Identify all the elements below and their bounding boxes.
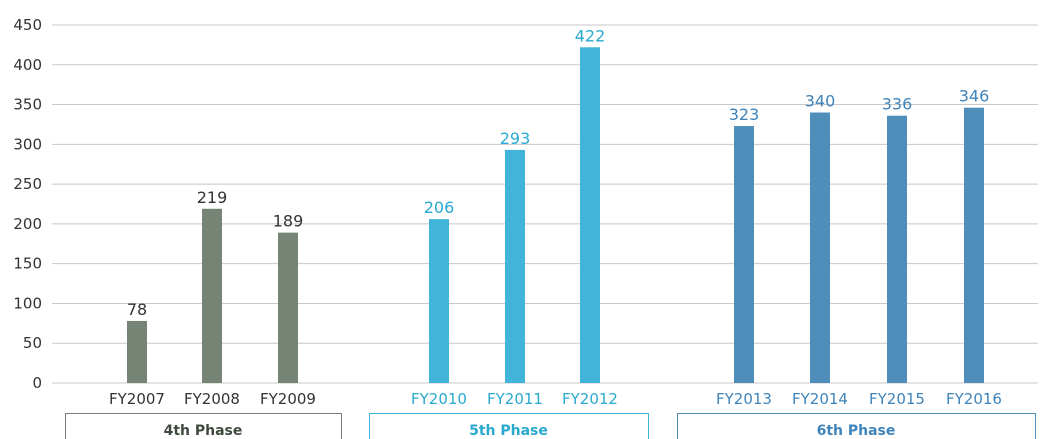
phase-group: 5th Phase bbox=[369, 413, 649, 439]
bars bbox=[127, 47, 984, 384]
x-tick-label: FY2013 bbox=[716, 390, 772, 408]
data-label: 422 bbox=[575, 26, 606, 45]
data-label: 78 bbox=[127, 300, 147, 319]
y-axis-ticks: 0 50 100 150 200 250 300 350 400 450 bbox=[13, 16, 42, 392]
phase-label: 6th Phase bbox=[817, 423, 896, 439]
phase-group: 4th Phase bbox=[65, 413, 342, 439]
data-label: 323 bbox=[729, 105, 760, 124]
data-label: 340 bbox=[805, 92, 836, 111]
y-tick-label: 50 bbox=[23, 334, 42, 352]
y-tick-label: 250 bbox=[13, 175, 42, 193]
data-label: 293 bbox=[500, 129, 531, 148]
data-label: 206 bbox=[424, 198, 455, 217]
x-axis-ticks: FY2007 FY2008 FY2009 FY2010 FY2011 FY2012 FY20… bbox=[109, 390, 1002, 408]
x-tick-label: FY2008 bbox=[184, 390, 240, 408]
x-tick-label: FY2014 bbox=[792, 390, 848, 408]
data-label: 346 bbox=[959, 87, 990, 106]
phase-groups: 4th Phase 5th Phase 6th Phase bbox=[65, 413, 1036, 439]
bar bbox=[127, 320, 147, 383]
bar bbox=[429, 219, 449, 383]
bar bbox=[810, 112, 830, 383]
bar bbox=[505, 149, 525, 383]
y-tick-label: 150 bbox=[13, 255, 42, 273]
y-tick-label: 450 bbox=[13, 16, 42, 34]
data-labels: 78 219 189 206 293 422 323 340 336 346 bbox=[127, 26, 989, 319]
data-label: 336 bbox=[882, 95, 913, 114]
bar bbox=[887, 115, 907, 384]
phase-box bbox=[65, 413, 342, 439]
phase-group: 6th Phase bbox=[677, 413, 1036, 439]
bar bbox=[202, 208, 222, 383]
y-tick-label: 300 bbox=[13, 135, 42, 153]
x-tick-label: FY2012 bbox=[562, 390, 618, 408]
x-tick-label: FY2011 bbox=[487, 390, 543, 408]
data-label: 189 bbox=[273, 212, 304, 231]
data-label: 219 bbox=[197, 188, 228, 207]
x-tick-label: FY2007 bbox=[109, 390, 165, 408]
x-tick-label: FY2010 bbox=[411, 390, 467, 408]
bar bbox=[580, 47, 600, 384]
phase-box bbox=[677, 413, 1036, 439]
bar bbox=[964, 107, 984, 383]
y-tick-label: 100 bbox=[13, 294, 42, 312]
x-tick-label: FY2009 bbox=[260, 390, 316, 408]
x-tick-label: FY2016 bbox=[946, 390, 1002, 408]
phase-label: 5th Phase bbox=[469, 423, 548, 439]
y-tick-label: 350 bbox=[13, 96, 42, 114]
y-tick-label: 400 bbox=[13, 56, 42, 74]
y-tick-label: 0 bbox=[32, 374, 42, 392]
phase-label: 4th Phase bbox=[164, 423, 243, 439]
x-tick-label: FY2015 bbox=[869, 390, 925, 408]
bar bbox=[278, 232, 298, 383]
y-tick-label: 200 bbox=[13, 215, 42, 233]
phase-box bbox=[369, 413, 649, 439]
bar bbox=[734, 126, 754, 383]
